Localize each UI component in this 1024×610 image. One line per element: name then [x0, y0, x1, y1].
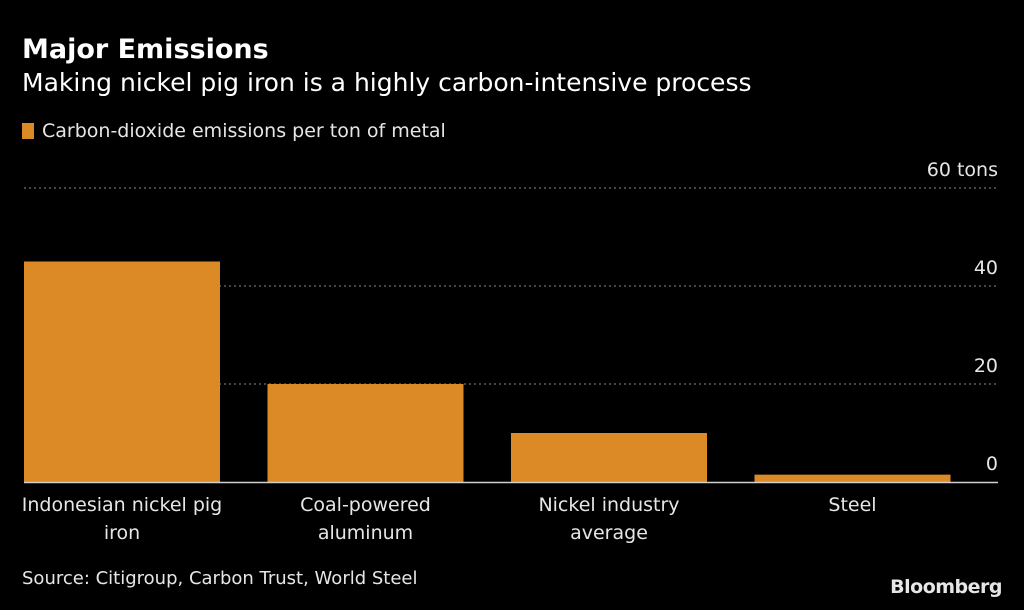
chart-subtitle: Making nickel pig iron is a highly carbo… [22, 68, 752, 97]
x-tick-label: aluminum [318, 522, 413, 544]
y-tick-label: 20 [974, 355, 998, 377]
bar [24, 261, 220, 482]
x-tick-label: average [570, 522, 648, 544]
x-tick-label: Coal-powered [300, 494, 431, 516]
y-tick-label: 60 tons [927, 159, 998, 181]
bar [267, 384, 464, 482]
source-note: Source: Citigroup, Carbon Trust, World S… [22, 568, 418, 589]
x-tick-label: Steel [828, 494, 876, 516]
legend-label: Carbon-dioxide emissions per ton of meta… [42, 120, 446, 142]
x-tick-label: Nickel industry [538, 494, 679, 516]
x-tick-label: Indonesian nickel pig [22, 494, 222, 516]
legend-swatch [22, 123, 34, 139]
legend: Carbon-dioxide emissions per ton of meta… [22, 120, 446, 142]
y-tick-label: 0 [986, 453, 998, 475]
chart-title: Major Emissions [22, 34, 269, 65]
bloomberg-logo: Bloomberg [890, 576, 1002, 598]
y-tick-label: 40 [974, 257, 998, 279]
bar [754, 474, 951, 482]
bar [511, 433, 707, 482]
x-tick-label: iron [104, 522, 140, 544]
